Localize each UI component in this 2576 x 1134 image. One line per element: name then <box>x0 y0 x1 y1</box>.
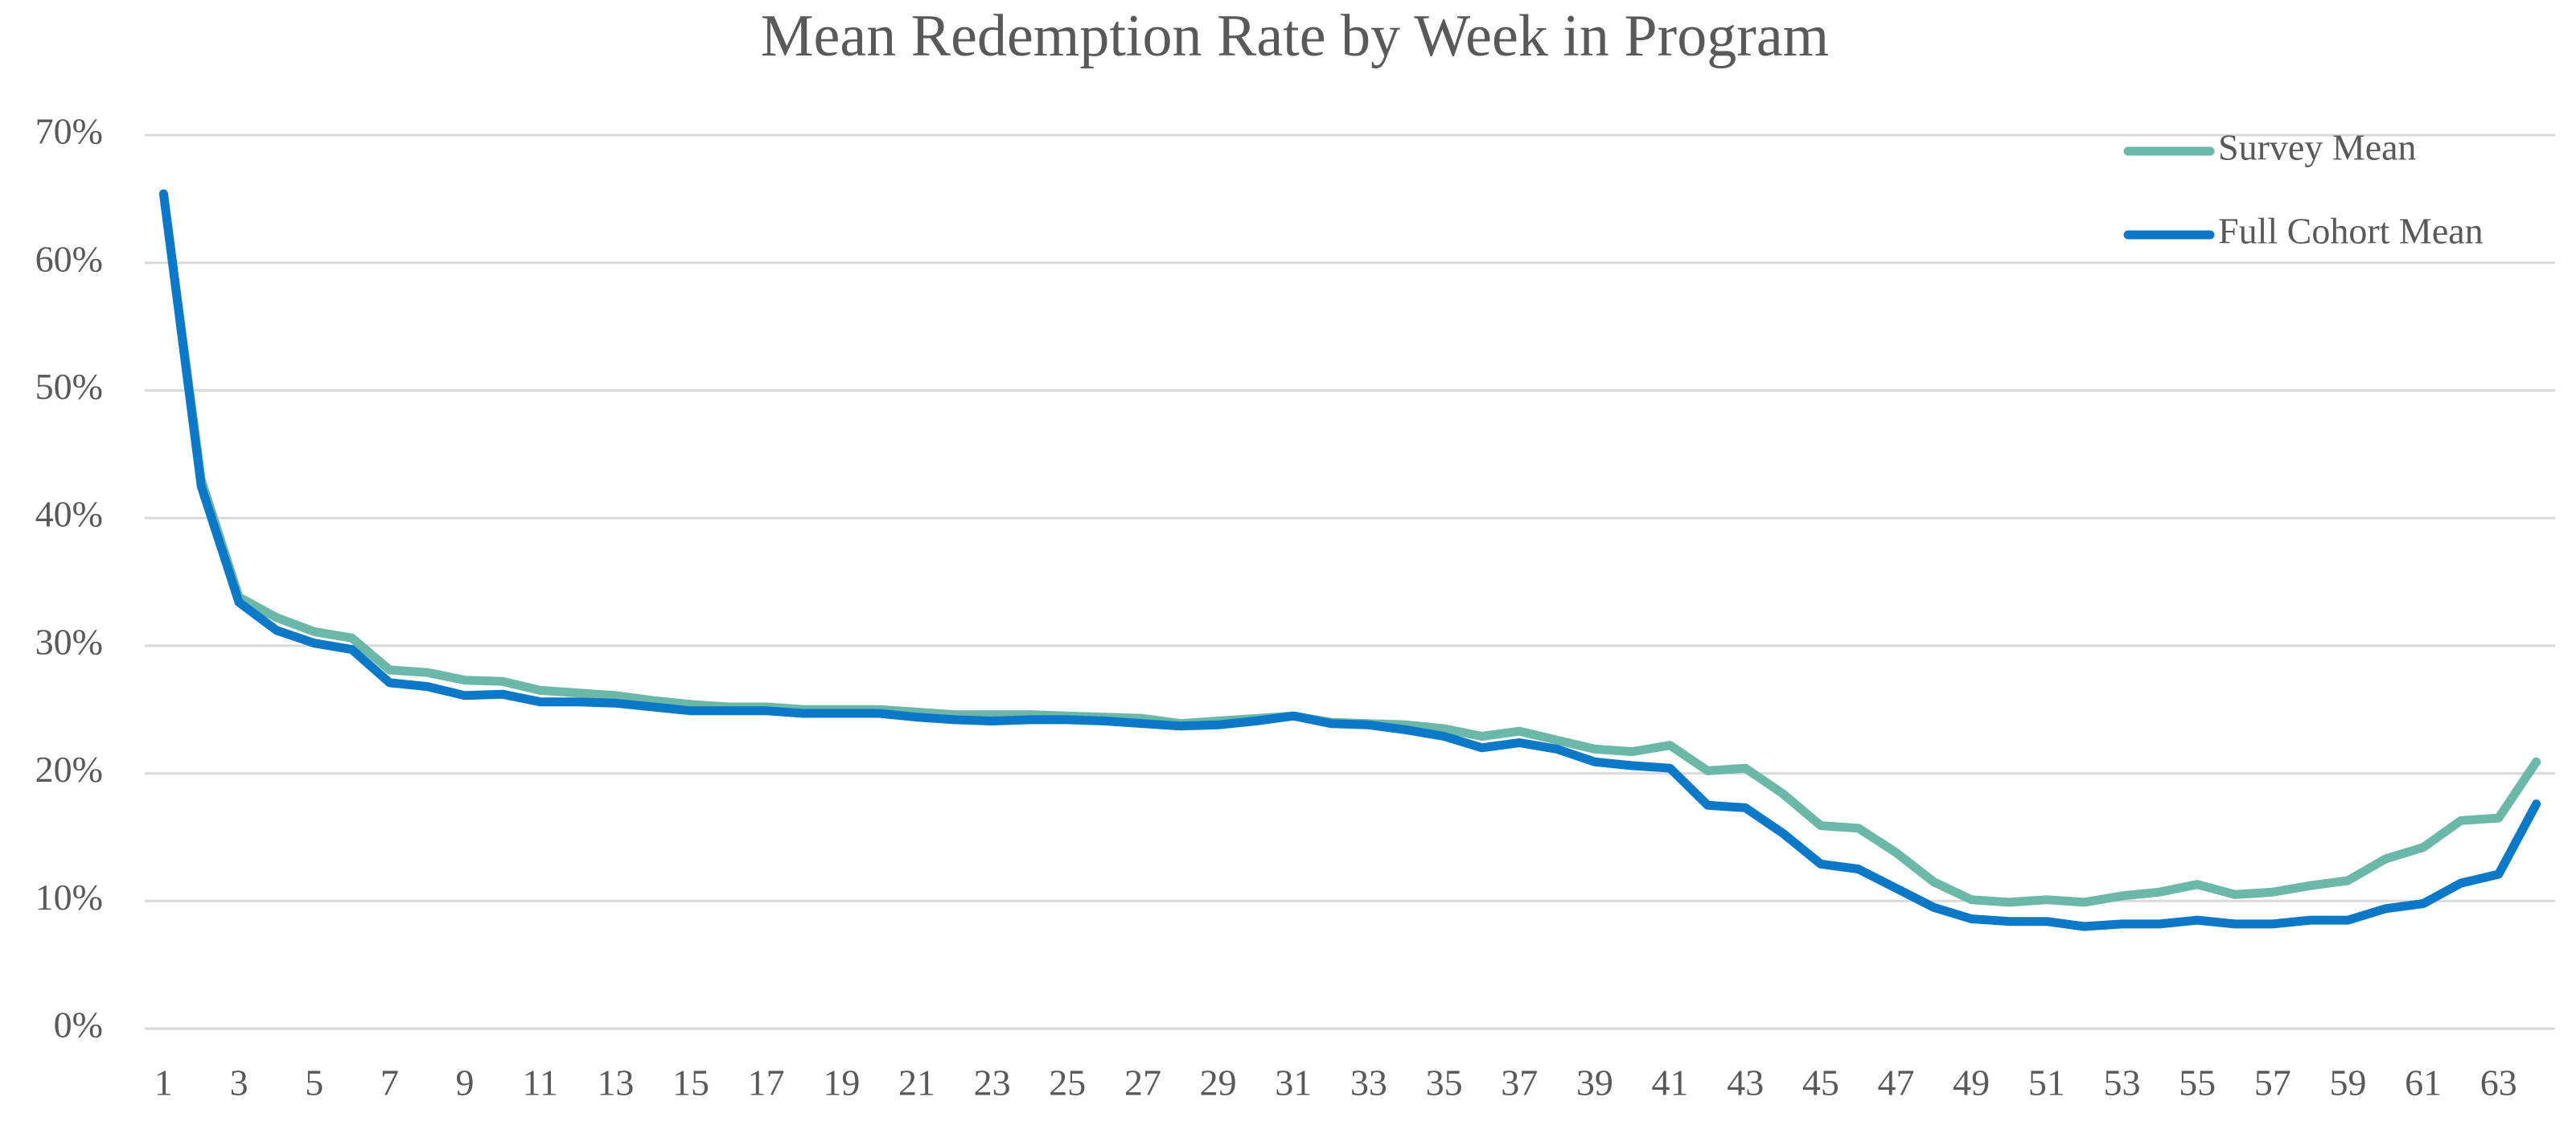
x-tick-label: 13 <box>597 1062 634 1103</box>
x-tick-label: 45 <box>1802 1062 1839 1103</box>
x-tick-label: 37 <box>1501 1062 1538 1103</box>
x-tick-label: 55 <box>2179 1062 2216 1103</box>
chart-title: Mean Redemption Rate by Week in Program <box>761 3 1830 69</box>
y-tick-label: 60% <box>35 238 103 279</box>
legend-label: Full Cohort Mean <box>2218 211 2484 252</box>
x-tick-label: 43 <box>1727 1062 1764 1103</box>
x-tick-label: 25 <box>1049 1062 1086 1103</box>
y-tick-label: 30% <box>35 621 103 662</box>
x-tick-label: 27 <box>1124 1062 1161 1103</box>
x-tick-label: 9 <box>456 1062 475 1103</box>
series-line <box>158 189 2541 907</box>
y-tick-label: 10% <box>35 877 103 918</box>
x-tick-label: 49 <box>1953 1062 1990 1103</box>
y-tick-label: 50% <box>35 366 103 407</box>
y-tick-label: 70% <box>35 111 103 152</box>
x-tick-label: 33 <box>1350 1062 1387 1103</box>
legend-label: Survey Mean <box>2218 127 2417 168</box>
y-tick-label: 20% <box>35 749 103 790</box>
y-tick-label: 40% <box>35 494 103 535</box>
x-tick-label: 51 <box>2028 1062 2065 1103</box>
x-tick-label: 57 <box>2254 1062 2291 1103</box>
x-tick-label: 17 <box>748 1062 785 1103</box>
x-tick-label: 5 <box>305 1062 323 1103</box>
x-tick-label: 53 <box>2103 1062 2140 1103</box>
x-tick-label: 31 <box>1275 1062 1312 1103</box>
x-tick-label: 41 <box>1652 1062 1689 1103</box>
x-tick-label: 35 <box>1426 1062 1463 1103</box>
x-tick-label: 11 <box>523 1062 558 1103</box>
x-tick-label: 7 <box>380 1062 399 1103</box>
series-line <box>158 189 2541 931</box>
x-tick-label: 21 <box>898 1062 935 1103</box>
x-tick-label: 19 <box>823 1062 860 1103</box>
x-tick-label: 23 <box>974 1062 1011 1103</box>
x-tick-label: 63 <box>2480 1062 2517 1103</box>
x-tick-label: 61 <box>2405 1062 2442 1103</box>
x-tick-label: 39 <box>1576 1062 1613 1103</box>
x-tick-label: 59 <box>2329 1062 2366 1103</box>
x-tick-label: 1 <box>154 1062 173 1103</box>
y-tick-label: 0% <box>54 1005 103 1046</box>
x-tick-label: 47 <box>1878 1062 1915 1103</box>
x-tick-label: 29 <box>1200 1062 1237 1103</box>
x-tick-label: 15 <box>672 1062 709 1103</box>
x-tick-label: 3 <box>230 1062 249 1103</box>
